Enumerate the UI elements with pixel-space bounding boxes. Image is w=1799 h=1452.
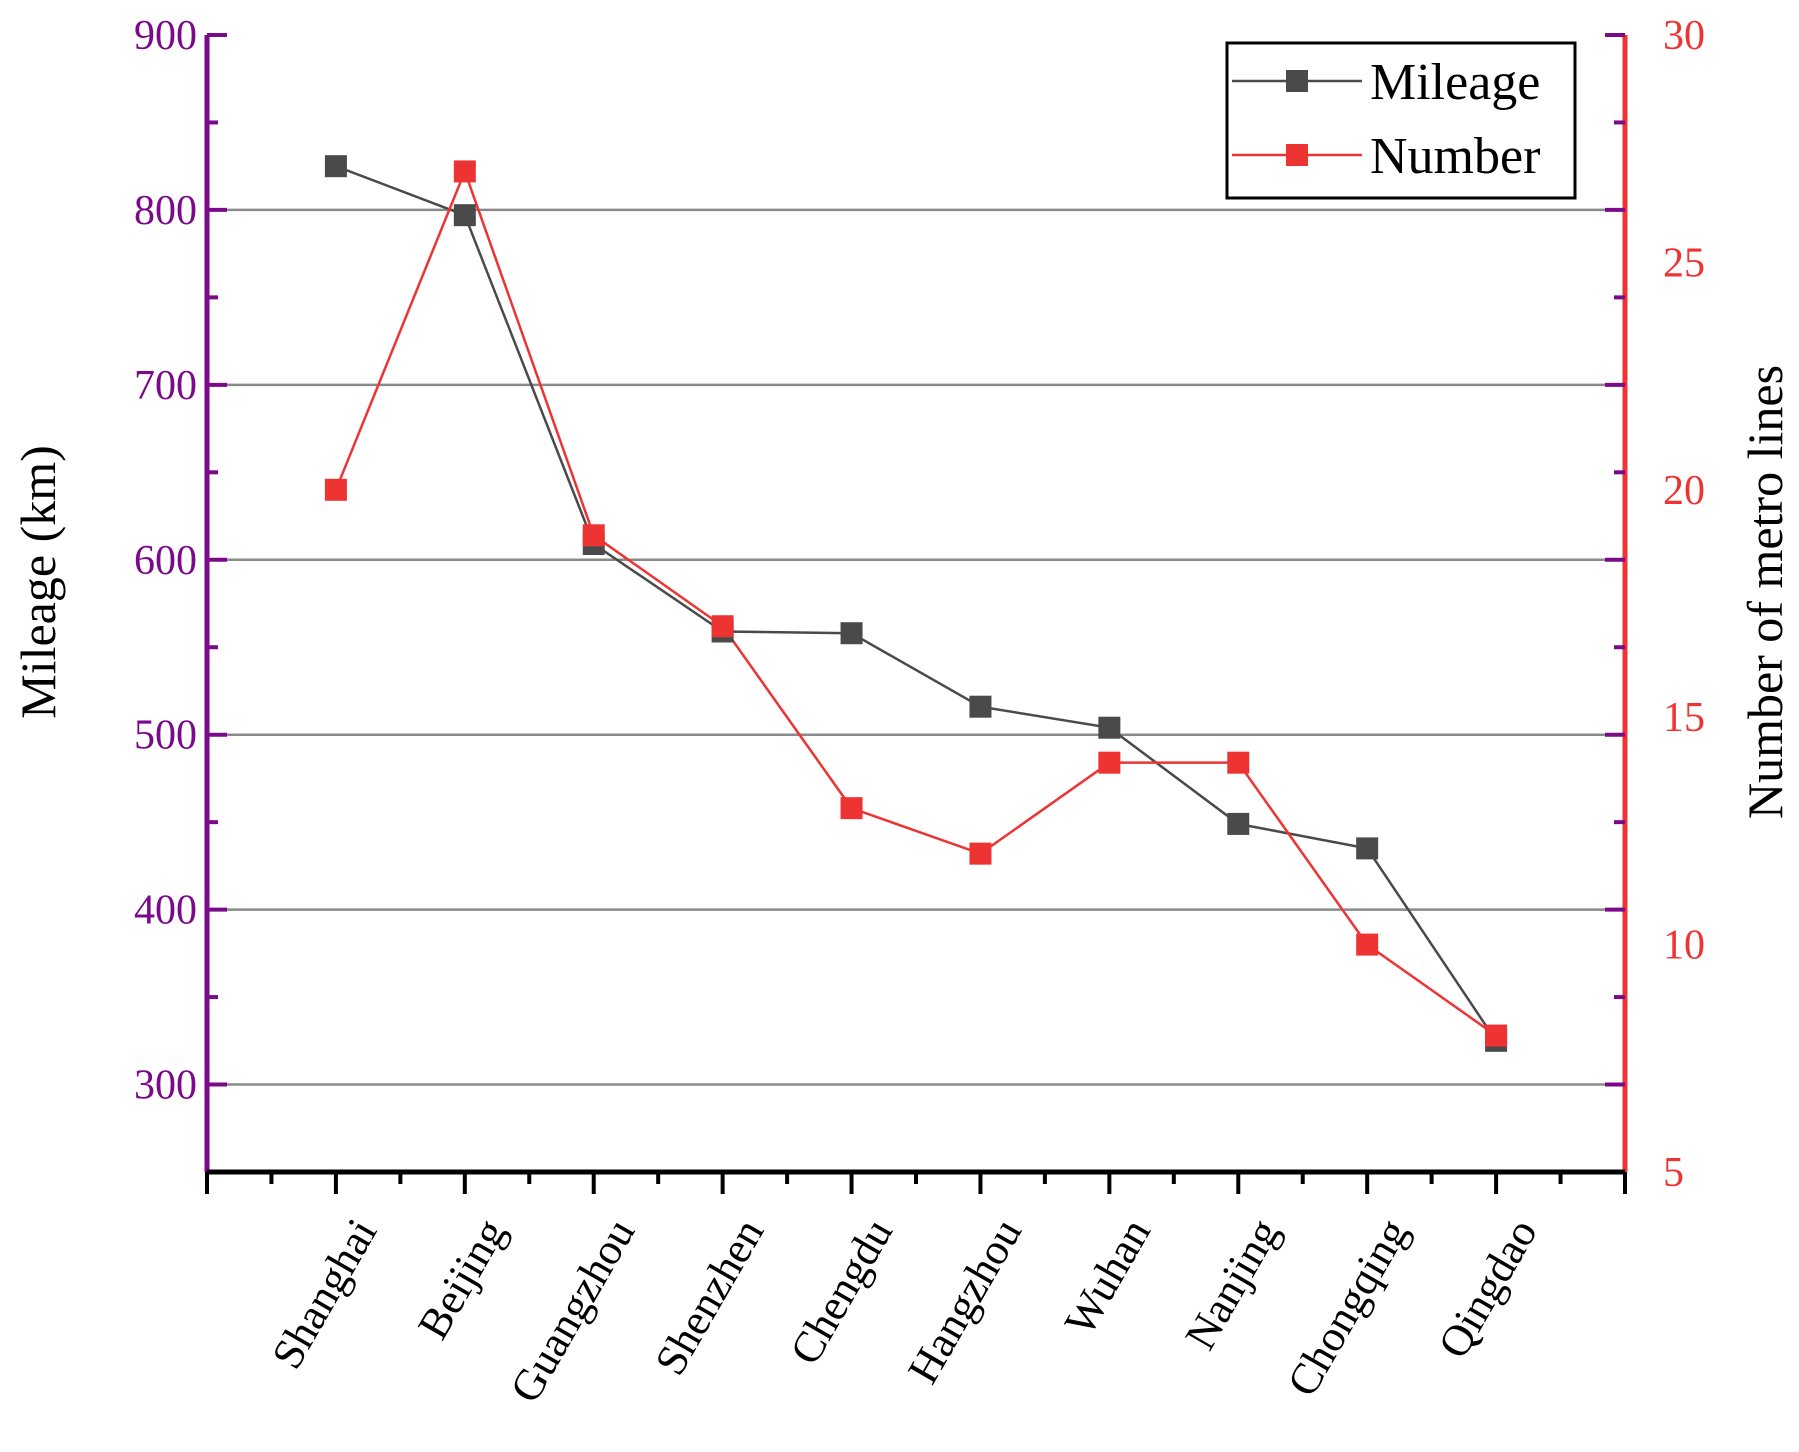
point-number (840, 797, 863, 820)
right-axis: 5 10 15 20 25 30 (1605, 13, 1705, 1196)
legend-mileage-marker (1286, 70, 1308, 92)
left-tick-label: 600 (134, 538, 197, 584)
legend-box (1225, 41, 1577, 200)
point-mileage (1098, 716, 1121, 739)
left-tick-label: 300 (134, 1063, 197, 1109)
point-mileage (840, 622, 863, 645)
legend-mileage-label: Mileage (1370, 54, 1540, 111)
right-tick-label: 15 (1663, 695, 1705, 741)
left-axis-title: Mileage (km) (10, 445, 66, 719)
point-number (711, 615, 734, 638)
series-lines (324, 155, 1508, 1052)
x-tick-label: Guangzhou (501, 1211, 645, 1411)
series-line-mileage (335, 165, 1498, 1042)
point-number (1227, 751, 1250, 774)
x-tick-label: Wuhan (1055, 1211, 1160, 1344)
x-tick-label: Shenzhen (645, 1211, 773, 1384)
point-mileage (1227, 812, 1250, 835)
point-mileage (1356, 837, 1379, 860)
x-tick-label: Chengdu (780, 1211, 902, 1373)
gridlines (207, 208, 1625, 1086)
point-number (582, 524, 605, 547)
right-tick-label: 30 (1663, 13, 1705, 59)
right-tick-label: 10 (1663, 923, 1705, 969)
point-mileage (453, 204, 476, 227)
point-mileage (324, 155, 347, 178)
right-tick-label: 25 (1663, 240, 1705, 286)
x-tick-label: Shanghai (262, 1211, 386, 1377)
point-number (453, 160, 476, 183)
point-mileage (969, 695, 992, 718)
point-number (1098, 751, 1121, 774)
x-tick-label: Hangzhou (898, 1211, 1031, 1392)
x-tick-label: Nanjing (1176, 1211, 1289, 1358)
right-tick-label: 20 (1663, 468, 1705, 514)
legend: Mileage Number (1225, 41, 1577, 200)
left-tick-label: 700 (134, 363, 197, 409)
right-tick-label: 5 (1663, 1150, 1684, 1196)
right-axis-title: Number of metro lines (1737, 365, 1793, 819)
left-tick-label: 800 (134, 188, 197, 234)
x-tick-label: Qingdao (1429, 1211, 1547, 1367)
point-number (1485, 1024, 1508, 1047)
left-tick-label: 400 (134, 888, 197, 934)
left-axis: 300 400 500 600 700 800 900 (134, 13, 227, 1174)
x-tick-label: Beijing (408, 1211, 515, 1348)
legend-number-label: Number (1370, 128, 1540, 185)
point-number (1356, 933, 1379, 956)
series-line-number (334, 167, 1497, 1037)
legend-number-marker (1286, 144, 1308, 166)
x-tick-label: Chongqing (1278, 1211, 1418, 1405)
left-tick-label: 900 (134, 13, 197, 59)
left-tick-label: 500 (134, 713, 197, 759)
point-number (324, 478, 347, 501)
point-number (969, 842, 992, 865)
